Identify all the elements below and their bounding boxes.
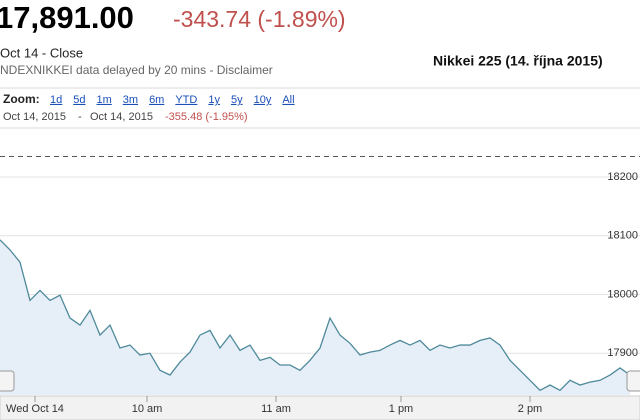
scroll-right-button[interactable] bbox=[626, 370, 640, 392]
x-tick-label: 10 am bbox=[132, 403, 163, 415]
close-label: Oct 14 - Close bbox=[0, 45, 83, 60]
zoom-label: Zoom: bbox=[3, 92, 40, 106]
zoom-option[interactable]: YTD bbox=[175, 94, 197, 106]
zoom-option[interactable]: 1d bbox=[50, 94, 62, 106]
zoom-option[interactable]: 6m bbox=[149, 94, 164, 106]
price-change: -343.74 (-1.89%) bbox=[173, 6, 346, 32]
y-tick-label: 18000 bbox=[607, 288, 638, 300]
zoom-option[interactable]: 1m bbox=[97, 94, 112, 106]
x-tick-label: 1 pm bbox=[389, 403, 413, 415]
toolbar-box bbox=[0, 87, 640, 129]
zoom-option[interactable]: 5d bbox=[73, 94, 85, 106]
x-tick-label: Wed Oct 14 bbox=[6, 403, 64, 415]
plot: 17900 18000 18100 18200 bbox=[0, 155, 640, 395]
price-line bbox=[0, 239, 631, 392]
range-change: -355.48 (-1.95%) bbox=[165, 111, 248, 123]
zoom-option[interactable]: 10y bbox=[254, 94, 272, 106]
y-tick-label: 18200 bbox=[607, 171, 638, 183]
scroll-left-button[interactable] bbox=[0, 370, 15, 392]
zoom-option[interactable]: All bbox=[282, 94, 294, 106]
chart-title: Nikkei 225 (14. října 2015) bbox=[433, 53, 603, 69]
x-axis-band bbox=[0, 395, 640, 420]
range-separator: - bbox=[78, 111, 82, 123]
zoom-option[interactable]: 5y bbox=[231, 94, 243, 106]
x-tick-label: 11 am bbox=[261, 403, 291, 415]
zoom-options: 1d 5d 1m 3m 6m YTD 1y 5y 10y All bbox=[50, 94, 295, 106]
y-tick-label: 18100 bbox=[607, 230, 638, 242]
x-tick-label: 2 pm bbox=[518, 403, 542, 415]
range-end: Oct 14, 2015 bbox=[90, 111, 153, 123]
y-tick-label: 17900 bbox=[607, 347, 638, 359]
source-note: NDEXNIKKEI data delayed by 20 mins - Dis… bbox=[0, 63, 273, 77]
zoom-option[interactable]: 3m bbox=[123, 94, 138, 106]
range-start: Oct 14, 2015 bbox=[3, 111, 66, 123]
line-area bbox=[0, 239, 630, 395]
price: 17,891.00 bbox=[0, 0, 134, 35]
zoom-option[interactable]: 1y bbox=[208, 94, 220, 106]
